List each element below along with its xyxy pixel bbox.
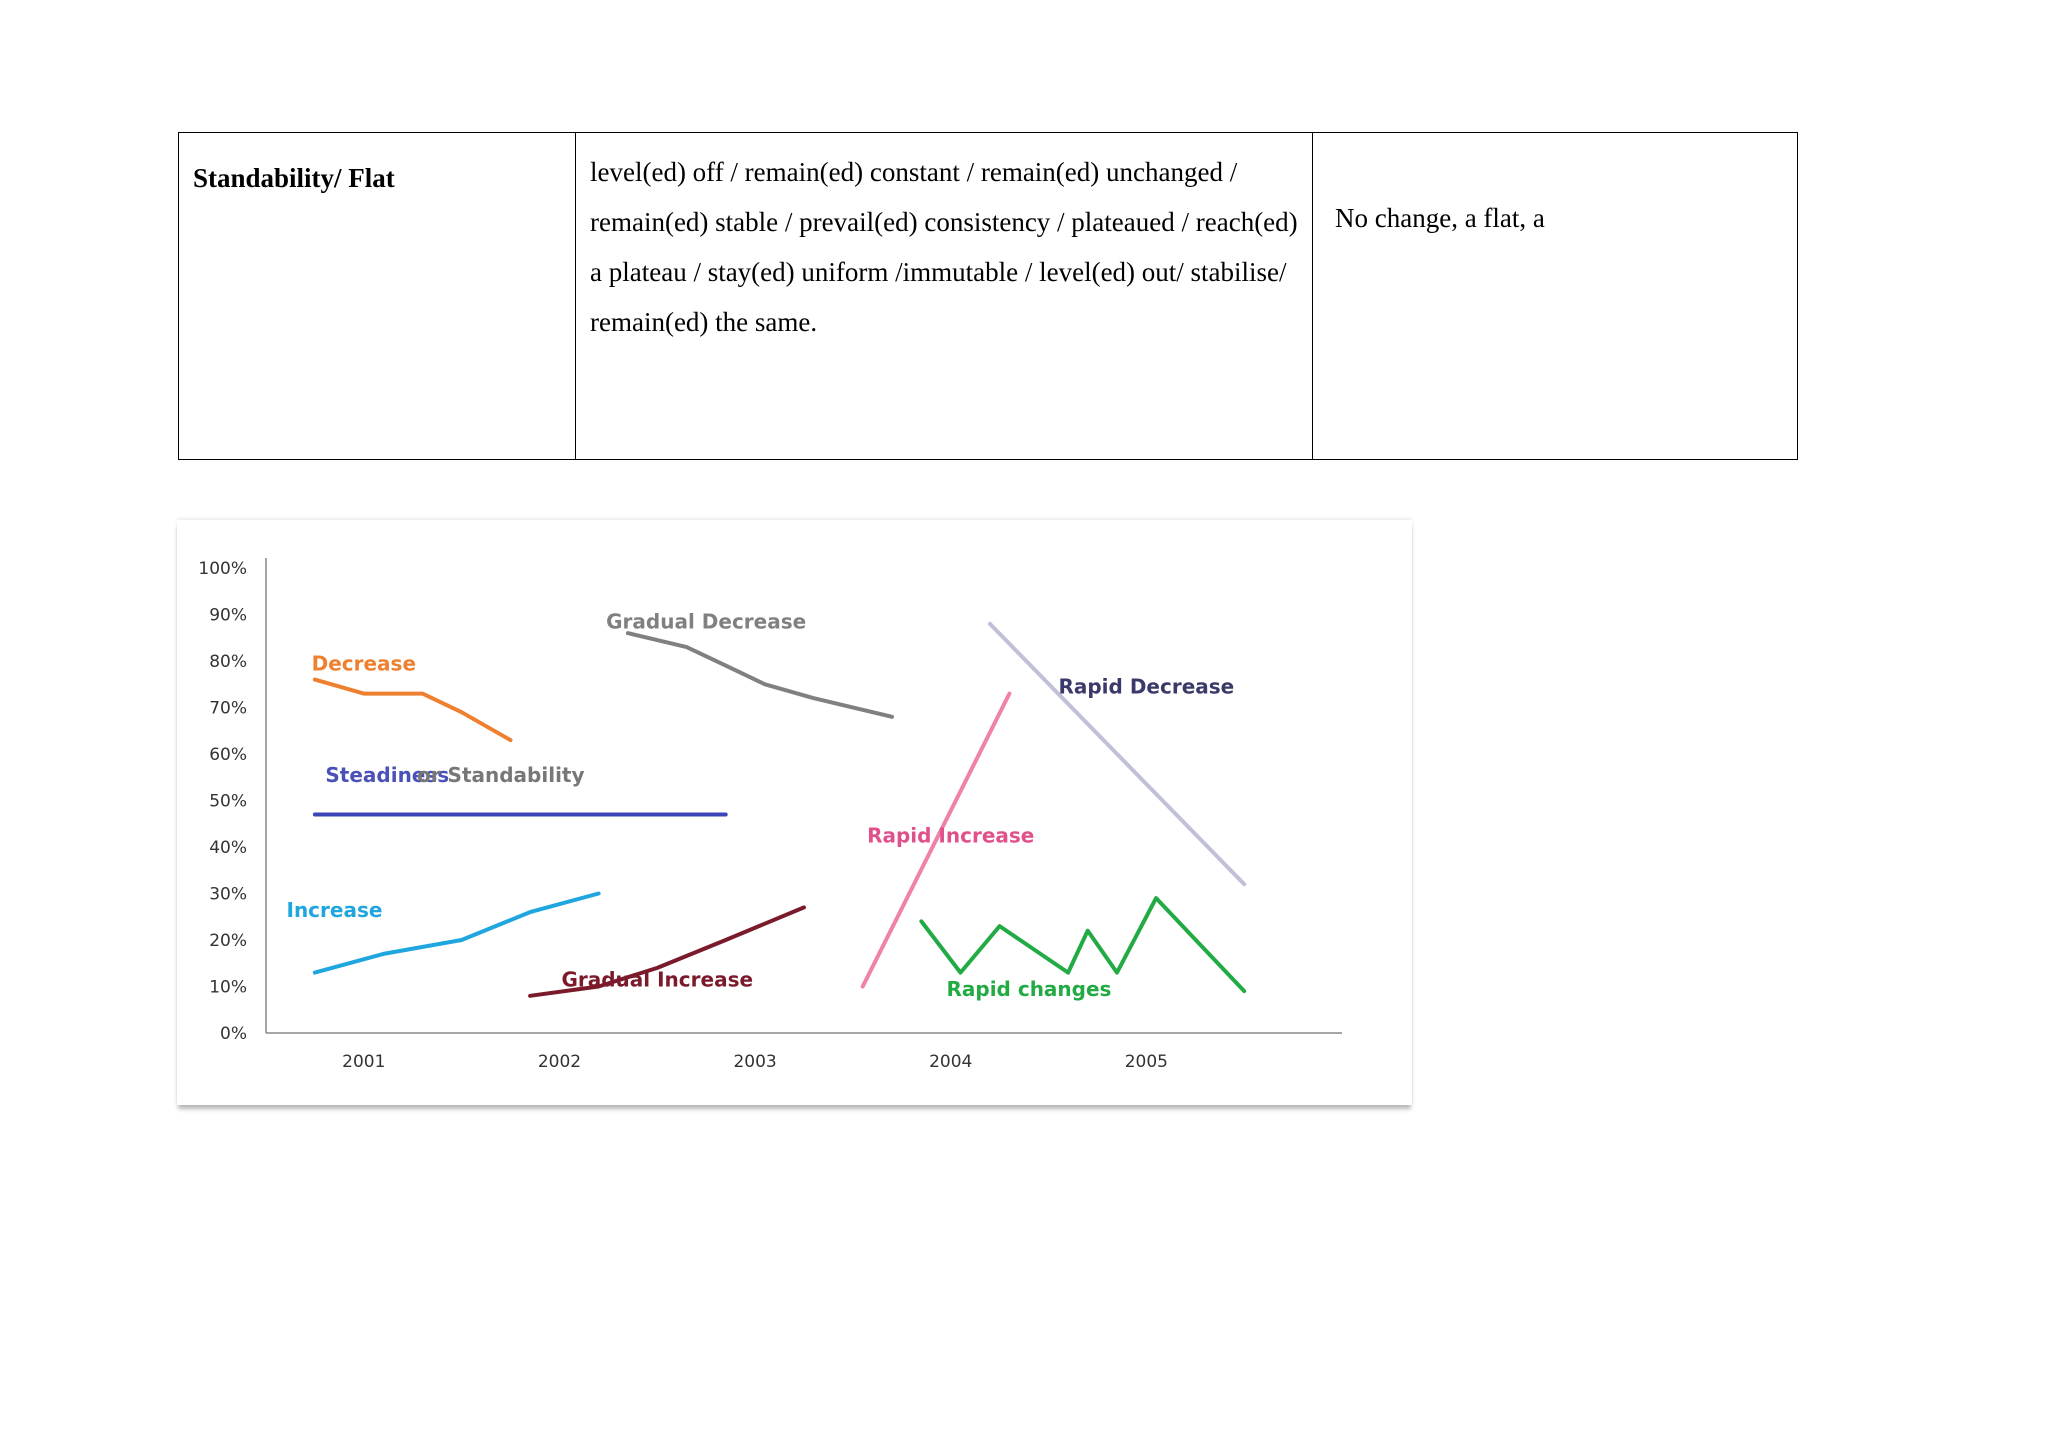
y-tick-label: 60% [209,745,247,765]
series-line-gradual-decrease [625,631,894,719]
verbs-cell: level(ed) off / remain(ed) constant / re… [575,132,1313,460]
annotation-increase: Increase [287,898,383,922]
y-tick-label: 40% [209,838,247,858]
series-line-rapid-decrease [987,621,1247,887]
annotation-gradual-increase: Gradual Increase [561,968,753,992]
series-line-rapid-increase [860,691,1012,989]
y-tick-label: 100% [198,559,247,579]
y-tick-label: 50% [209,792,247,812]
x-tick-label: 2002 [538,1052,581,1072]
y-tick-label: 80% [209,652,247,672]
annotation-rapid-increase: Rapid Increase [867,823,1034,847]
vocabulary-table: Standability/ Flat level(ed) off / remai… [178,132,1798,460]
verbs-text: level(ed) off / remain(ed) constant / re… [590,157,1298,337]
term-text: Standability/ Flat [193,163,395,193]
y-tick-label: 90% [209,606,247,626]
trend-chart: 0% 10% 20% 30% 40% 50% 60% 70% 80% 90% 100% 2001 200… [177,520,1412,1105]
series-line-decrease [312,677,513,743]
annotation-gradual-decrease: Gradual Decrease [606,609,806,633]
x-tick-label: 2001 [342,1052,385,1072]
y-tick-label: 30% [209,885,247,905]
annotation-or-standability: or Standability [417,763,585,787]
annotation-steadiness: Steadiness [325,763,449,787]
series-line-gradual-increase [528,905,806,998]
nouns-cell: No change, a flat, a [1312,132,1798,460]
y-tick-label: 70% [209,699,247,719]
term-cell: Standability/ Flat [178,132,576,460]
y-tick-label: 20% [209,931,247,951]
annotation-rapid-changes: Rapid changes [946,977,1111,1001]
y-tick-label: 10% [209,978,247,998]
trend-chart-svg: 0% 10% 20% 30% 40% 50% 60% 70% 80% 90% 100% 2001 200… [198,558,1342,1072]
x-tick-label: 2005 [1125,1052,1168,1072]
series-line-increase [312,891,601,975]
series-line-rapid-changes [919,896,1247,994]
annotation-decrease: Decrease [312,651,416,675]
x-tick-label: 2003 [733,1052,776,1072]
annotation-rapid-decrease: Rapid Decrease [1058,675,1234,699]
x-tick-label: 2004 [929,1052,972,1072]
y-tick-label: 0% [220,1024,247,1044]
nouns-text: No change, a flat, a [1335,203,1545,233]
table-row: Standability/ Flat level(ed) off / remai… [178,132,1798,460]
